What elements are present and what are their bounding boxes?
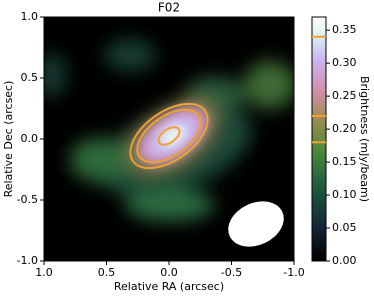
colorbar-tick-label: 0.35 xyxy=(332,23,357,36)
contour xyxy=(129,102,209,170)
x-tick-label: -0.5 xyxy=(221,266,242,279)
contour xyxy=(157,126,181,146)
y-tick-label: -1.0 xyxy=(17,254,38,267)
colorbar-tick-label: 0.00 xyxy=(332,254,357,267)
y-axis-label: Relative Dec (arcsec) xyxy=(2,81,15,198)
x-tick-label: 0.5 xyxy=(98,266,116,279)
heatmap xyxy=(44,17,294,261)
x-axis-label: Relative RA (arcsec) xyxy=(114,280,224,293)
colorbar-label: Brightness (mJy/beam) xyxy=(358,76,371,202)
x-tick-label: -1.0 xyxy=(283,266,304,279)
contour xyxy=(136,108,202,164)
x-tick-label: 1.0 xyxy=(35,266,53,279)
chart-title: F02 xyxy=(158,1,180,15)
colorbar-tick-label: 0.10 xyxy=(332,188,357,201)
x-tick-label: 0.0 xyxy=(160,266,178,279)
colorbar xyxy=(311,16,327,262)
colorbar-tick-label: 0.30 xyxy=(332,56,357,69)
colorbar-tick-label: 0.25 xyxy=(332,89,357,102)
y-tick-label: -0.5 xyxy=(17,193,38,206)
y-tick-label: 0.0 xyxy=(21,132,39,145)
y-tick-label: 1.0 xyxy=(21,10,39,23)
colorbar-tick-label: 0.15 xyxy=(332,155,357,168)
y-tick-label: 0.5 xyxy=(21,71,39,84)
beam xyxy=(228,201,284,247)
colorbar-tick-label: 0.20 xyxy=(332,122,357,135)
colorbar-tick-label: 0.05 xyxy=(332,221,357,234)
